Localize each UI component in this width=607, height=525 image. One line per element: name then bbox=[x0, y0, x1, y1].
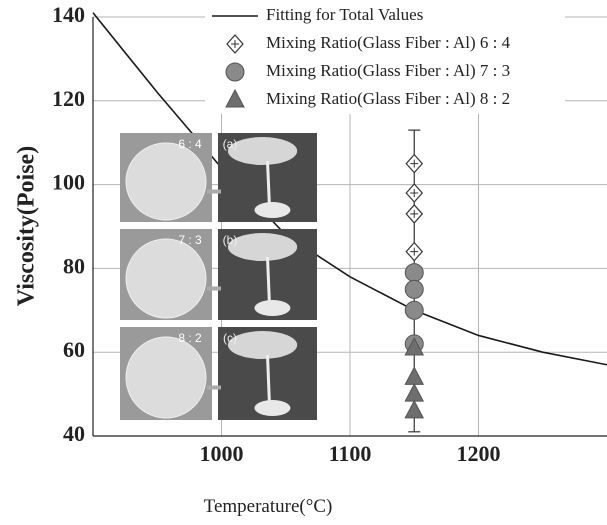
y-axis-label: Viscosity(Poise) bbox=[14, 146, 40, 306]
legend-marker bbox=[225, 62, 245, 82]
photo-tag: (c) bbox=[223, 331, 237, 345]
y-tick-label: 80 bbox=[63, 253, 85, 278]
legend-box bbox=[205, 2, 565, 114]
photo-tag: (b) bbox=[223, 233, 238, 247]
diamond-cross bbox=[410, 159, 419, 168]
photo-funnel bbox=[227, 137, 298, 165]
legend-label: Mixing Ratio(Glass Fiber : Al) 8 : 2 bbox=[266, 89, 510, 108]
y-tick-label: 140 bbox=[52, 2, 85, 27]
fit-line bbox=[92, 12, 607, 366]
photo-bowl bbox=[125, 142, 207, 221]
x-axis-label: Temperature(°C) bbox=[204, 496, 333, 517]
data-point bbox=[405, 153, 424, 174]
photo-funnel bbox=[227, 331, 298, 359]
photo-arrow bbox=[207, 385, 221, 390]
data-point bbox=[404, 336, 425, 356]
photo-tag: (a) bbox=[223, 137, 238, 151]
x-tick-label: 1200 bbox=[457, 441, 501, 466]
x-tick-label: 1000 bbox=[200, 441, 244, 466]
ratio-label: 8 : 2 bbox=[178, 331, 202, 345]
y-tick-label: 120 bbox=[52, 86, 85, 111]
y-tick-label: 40 bbox=[63, 421, 85, 446]
photo-pool bbox=[254, 400, 291, 416]
data-point bbox=[404, 399, 425, 419]
ratio-label: 7 : 3 bbox=[178, 233, 202, 247]
diamond-cross bbox=[231, 40, 239, 48]
photo-arrow bbox=[207, 189, 221, 194]
legend-marker bbox=[226, 34, 244, 54]
legend-marker bbox=[225, 88, 245, 108]
data-point bbox=[405, 183, 424, 203]
photo-funnel bbox=[227, 233, 298, 261]
data-point bbox=[404, 366, 425, 385]
diamond-cross bbox=[410, 209, 419, 218]
photo-stream bbox=[266, 354, 271, 406]
data-point bbox=[404, 300, 424, 320]
photo-bowl bbox=[125, 336, 207, 419]
data-point bbox=[404, 263, 424, 283]
x-tick-label: 1100 bbox=[329, 441, 372, 466]
data-point bbox=[404, 279, 424, 299]
photo-pool bbox=[254, 202, 291, 218]
photo-arrow bbox=[207, 286, 221, 291]
y-tick-label: 60 bbox=[63, 337, 85, 362]
y-tick-label: 100 bbox=[52, 170, 85, 195]
photo-pool bbox=[254, 300, 291, 316]
data-point bbox=[405, 241, 424, 262]
ratio-label: 6 : 4 bbox=[178, 137, 202, 151]
data-point bbox=[404, 383, 425, 402]
diamond-cross bbox=[410, 188, 419, 197]
photo-stream bbox=[266, 160, 271, 208]
data-point bbox=[405, 204, 424, 224]
legend-label: Mixing Ratio(Glass Fiber : Al) 6 : 4 bbox=[266, 33, 511, 52]
legend-label: Mixing Ratio(Glass Fiber : Al) 7 : 3 bbox=[266, 61, 510, 80]
photo-bowl bbox=[125, 238, 207, 319]
legend-label: Fitting for Total Values bbox=[266, 5, 423, 24]
photo-stream bbox=[266, 256, 271, 306]
diamond-cross bbox=[410, 247, 419, 256]
